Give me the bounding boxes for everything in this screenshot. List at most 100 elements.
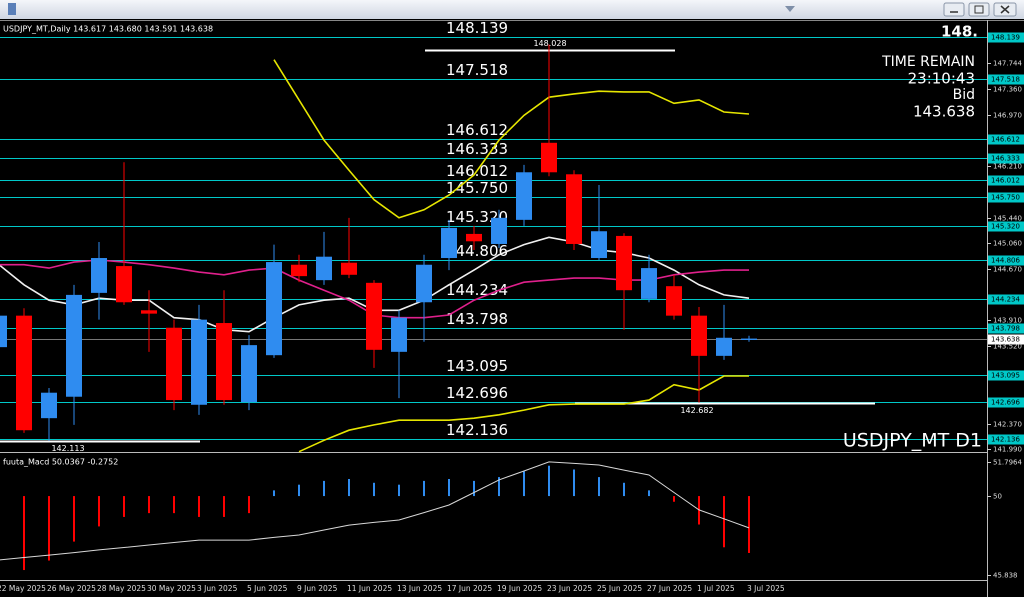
candle-body [591,231,607,259]
macd-bar [598,477,600,497]
macd-bar [373,482,375,497]
indicator-line [298,375,749,453]
y-tick-label: 147.744 [993,60,1022,68]
candle-body [616,235,632,291]
candle-body [516,172,532,220]
candle-body [16,315,32,431]
level-label: 146.612 [446,121,508,139]
candle [641,254,657,303]
candle [391,310,407,399]
level-axis-box [988,221,1024,232]
macd-panel: 51.7964 50 45.838 [0,459,1022,580]
level-label: 142.696 [446,384,508,402]
bid-axis-box [988,334,1024,345]
level-axis-box [988,175,1024,186]
candle [341,217,357,279]
macd-bar [198,496,200,517]
x-tick-label: 1 Jul 2025 [697,584,735,593]
candle [516,164,532,226]
x-tick-label: 13 Jun 2025 [397,584,442,593]
minimize-button[interactable] [943,2,965,17]
candle-body [716,337,732,356]
macd-bar [123,496,125,517]
candle-body [41,392,57,419]
candle-body [641,268,657,299]
macd-bar [148,496,150,514]
candle [116,162,132,305]
level-axis-label: 143.095 [991,372,1020,380]
candle [466,225,482,250]
macd-bar [573,469,575,497]
candle-body [741,338,757,340]
level-axis-box [988,397,1024,408]
candle [0,315,7,348]
macd-tick-label: 45.838 [993,572,1018,580]
candle-body [566,174,582,244]
level-label: 144.234 [446,281,508,299]
candle [366,280,382,368]
macd-bar [48,496,50,561]
x-tick-label: 9 Jun 2025 [297,584,338,593]
title-bar [0,0,1024,19]
y-tick-label: 143.910 [993,317,1022,325]
restore-button[interactable] [968,2,990,17]
candle [266,244,282,358]
macd-bar [448,478,450,497]
x-tick-label: 22 May 2025 [0,584,46,593]
candle-body [216,323,232,401]
level-axis-box [988,370,1024,381]
macd-bar [423,480,425,497]
candle [491,209,507,248]
level-axis-label: 144.234 [991,296,1020,304]
level-axis-box [988,323,1024,334]
high-annotation: 148.028 [533,39,566,48]
candle-body [466,233,482,242]
macd-tick-label: 50 [993,493,1002,501]
candle [166,319,182,411]
candle-body [166,327,182,401]
time-remain: 23:10:43 [908,70,975,88]
candle [691,306,707,403]
level-axis-label: 145.750 [991,194,1020,202]
y-tick-label: 146.210 [993,163,1022,171]
y-tick-label: 146.970 [993,112,1022,120]
candle-body [141,310,157,314]
bid-label: Bid [953,87,975,103]
macd-bar [623,482,625,497]
candle-body [116,266,132,303]
macd-bar [673,496,675,502]
level-axis-label: 145.320 [991,223,1020,231]
candle-body [241,345,257,403]
candle [16,308,32,433]
level-label: 146.333 [446,140,508,158]
level-label: 143.798 [446,310,508,328]
level-axis-box [988,153,1024,164]
candle-body [266,262,282,356]
candle [216,290,232,405]
y-tick-label: 141.990 [993,446,1022,454]
level-axis-label: 146.333 [991,155,1020,163]
candles [0,44,757,441]
chart-title: USDJPY_MT,Daily 143.617 143.680 143.591 … [3,25,213,34]
x-tick-label: 25 Jun 2025 [597,584,642,593]
macd-bar [23,496,25,571]
candle [591,185,607,261]
y-tick-label: 145.440 [993,215,1022,223]
level-axis-box [988,434,1024,445]
level-axis-box [988,192,1024,203]
x-tick-label: 27 Jun 2025 [647,584,692,593]
candle-body [316,256,332,281]
macd-bar [723,496,725,548]
dropdown-arrow[interactable] [785,6,795,12]
macd-bar [523,471,525,497]
x-tick-label: 5 Jun 2025 [247,584,288,593]
candle [66,284,82,425]
candle [41,388,57,441]
y-tick-label: 145.060 [993,240,1022,248]
candle-body [91,258,107,293]
candle-body [341,262,357,275]
candle-body [391,317,407,352]
level-axis-label: 146.612 [991,136,1020,144]
low-annotation: 142.682 [680,406,713,415]
